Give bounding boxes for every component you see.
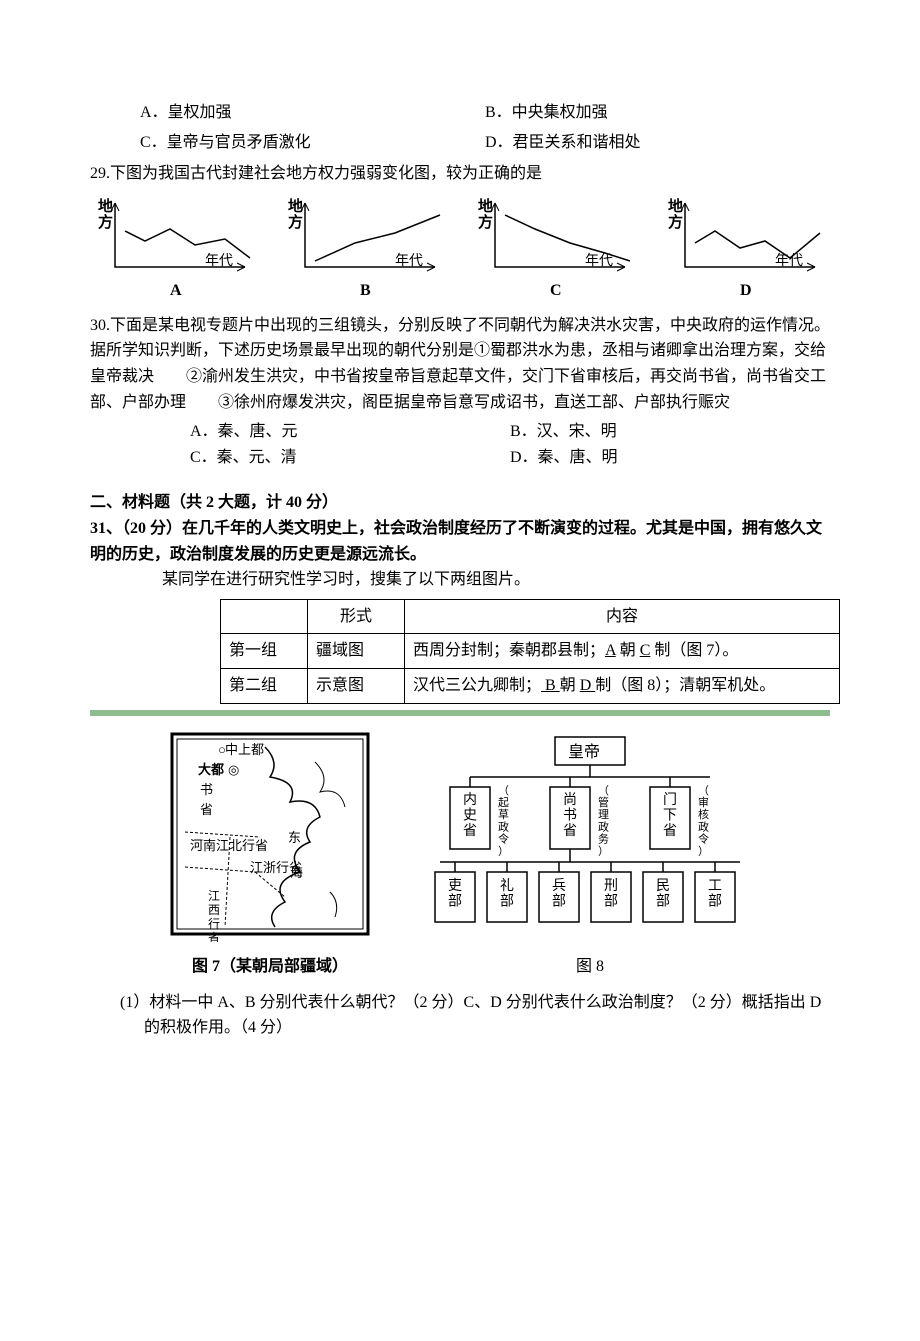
svg-text:方: 方 bbox=[478, 213, 493, 231]
sub-question-1: (1）材料一中 A、B 分别代表什么朝代？（2 分）C、D 分别代表什么政治制度… bbox=[114, 990, 830, 1041]
svg-text:省: 省 bbox=[200, 802, 213, 817]
q30-option-D[interactable]: D．秦、唐、明 bbox=[510, 445, 830, 471]
svg-text:C: C bbox=[550, 282, 562, 299]
fig7-caption: 图 7（某朝局部疆域） bbox=[170, 954, 370, 980]
svg-text:（管理政务）: （管理政务） bbox=[598, 784, 609, 858]
svg-text:（起草政令）: （起草政令） bbox=[498, 784, 509, 858]
q31-intro: 31、（20 分）在几千年的人类文明史上，社会政治制度经历了不断演变的过程。尤其… bbox=[90, 516, 830, 567]
svg-text:东: 东 bbox=[288, 830, 301, 845]
q30-stem: 30.下面是某电视专题片中出现的三组镜头，分别反映了不同朝代为解决洪水灾害，中央… bbox=[90, 313, 830, 415]
cell: 第一组 bbox=[221, 634, 308, 669]
svg-text:年代: 年代 bbox=[205, 253, 233, 269]
option-D[interactable]: D．君臣关系和谐相处 bbox=[485, 130, 830, 156]
svg-text:B: B bbox=[360, 282, 371, 299]
th-content: 内容 bbox=[405, 599, 840, 634]
cell: 疆域图 bbox=[308, 634, 405, 669]
svg-text:吏部: 吏部 bbox=[448, 878, 462, 909]
cell: 西周分封制；秦朝郡县制；A 朝 C 制（图 7）。 bbox=[405, 634, 840, 669]
q30-option-B[interactable]: B．汉、宋、明 bbox=[510, 419, 830, 445]
svg-text:地: 地 bbox=[288, 197, 303, 215]
chart-B[interactable]: 地方年代 B bbox=[280, 195, 450, 305]
svg-text:兵部: 兵部 bbox=[552, 878, 566, 909]
svg-text:河南江北行省: 河南江北行省 bbox=[190, 838, 268, 853]
figure-8: 皇帝内史省 （起草政令） 尚书省 （管理政务） 门下省 （审核政令） 吏部 礼部 兵部 刑部 民部 工… bbox=[410, 732, 770, 980]
svg-text:方: 方 bbox=[98, 213, 113, 231]
chart-C[interactable]: 地方年代 C bbox=[470, 195, 640, 305]
svg-text:年代: 年代 bbox=[395, 253, 423, 269]
svg-text:江西行省: 江西行省 bbox=[208, 889, 220, 942]
cell: 示意图 bbox=[308, 668, 405, 703]
svg-text:（审核政令）: （审核政令） bbox=[698, 784, 709, 858]
svg-text:地: 地 bbox=[98, 197, 113, 215]
section2-header: 二、材料题（共 2 大题，计 40 分） bbox=[90, 490, 830, 516]
data-table: 形式 内容 第一组 疆域图 西周分封制；秦朝郡县制；A 朝 C 制（图 7）。 … bbox=[220, 599, 840, 704]
svg-text:书: 书 bbox=[200, 782, 213, 797]
svg-text:皇帝: 皇帝 bbox=[568, 743, 600, 761]
q30-option-C[interactable]: C．秦、元、清 bbox=[190, 445, 510, 471]
svg-text:A: A bbox=[170, 282, 182, 299]
chart-A[interactable]: 地方年代 A bbox=[90, 195, 260, 305]
fig8-caption: 图 8 bbox=[410, 954, 770, 980]
option-A[interactable]: A．皇权加强 bbox=[140, 100, 485, 126]
q29-charts: 地方年代A 地方年代B 地方年代C 地方年代D bbox=[90, 195, 830, 305]
svg-text:年代: 年代 bbox=[775, 253, 803, 269]
svg-text:方: 方 bbox=[668, 213, 683, 231]
option-C[interactable]: C．皇帝与官员矛盾激化 bbox=[140, 130, 485, 156]
q30-option-A[interactable]: A．秦、唐、元 bbox=[190, 419, 510, 445]
research-note: 某同学在进行研究性学习时，搜集了以下两组图片。 bbox=[90, 567, 830, 593]
table-row: 第二组 示意图 汉代三公九卿制； B 朝 D 制（图 8）；清朝军机处。 bbox=[221, 668, 840, 703]
svg-text:礼部: 礼部 bbox=[500, 878, 514, 909]
svg-text:民部: 民部 bbox=[656, 879, 670, 909]
svg-text:D: D bbox=[740, 282, 752, 299]
svg-text:方: 方 bbox=[288, 213, 303, 231]
svg-text:门下省: 门下省 bbox=[663, 792, 677, 839]
th-blank bbox=[221, 599, 308, 634]
svg-text:海: 海 bbox=[290, 865, 303, 880]
svg-text:中上都: 中上都 bbox=[225, 742, 264, 757]
divider-bar bbox=[90, 710, 830, 716]
option-B[interactable]: B．中央集权加强 bbox=[485, 100, 830, 126]
table-row: 第一组 疆域图 西周分封制；秦朝郡县制；A 朝 C 制（图 7）。 bbox=[221, 634, 840, 669]
svg-text:刑部: 刑部 bbox=[604, 878, 618, 909]
svg-text:◎: ◎ bbox=[228, 762, 239, 777]
svg-text:○: ○ bbox=[218, 742, 226, 757]
svg-text:年代: 年代 bbox=[585, 253, 613, 269]
q29-stem: 29.下图为我国古代封建社会地方权力强弱变化图，较为正确的是 bbox=[90, 161, 830, 187]
cell: 第二组 bbox=[221, 668, 308, 703]
cell: 汉代三公九卿制； B 朝 D 制（图 8）；清朝军机处。 bbox=[405, 668, 840, 703]
svg-text:地: 地 bbox=[478, 197, 493, 215]
chart-D[interactable]: 地方年代 D bbox=[660, 195, 830, 305]
svg-text:内史省: 内史省 bbox=[463, 792, 477, 839]
figure-7: 中上都○大都◎书省河南江北行省东江浙行省江西行省海 图 7（某朝局部疆域） bbox=[170, 732, 370, 980]
th-form: 形式 bbox=[308, 599, 405, 634]
svg-text:大都: 大都 bbox=[198, 762, 224, 777]
svg-text:地: 地 bbox=[668, 197, 683, 215]
svg-text:工部: 工部 bbox=[708, 879, 722, 909]
svg-text:尚书省: 尚书省 bbox=[563, 792, 577, 839]
